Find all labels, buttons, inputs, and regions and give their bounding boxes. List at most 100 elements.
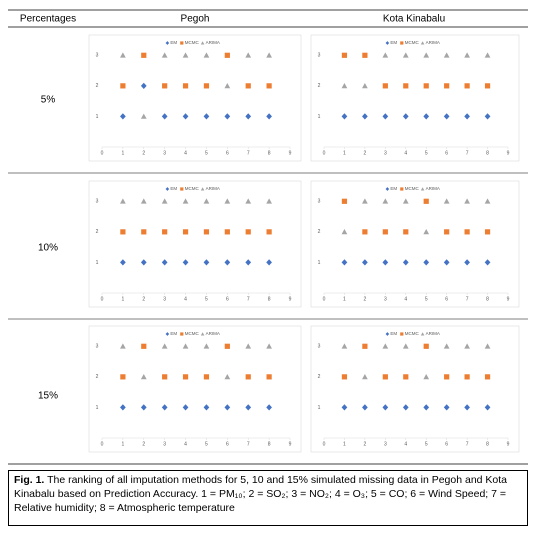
legend-label: MCMC xyxy=(405,331,420,336)
y-tick-label: 2 xyxy=(96,83,99,89)
x-tick-label: 0 xyxy=(101,441,104,447)
data-point xyxy=(266,229,272,235)
column-header: Kota Kinabalu xyxy=(383,14,445,25)
x-tick-label: 7 xyxy=(466,150,469,156)
data-point xyxy=(464,259,470,266)
data-point xyxy=(484,198,491,204)
data-point xyxy=(120,259,126,266)
data-point xyxy=(182,113,189,120)
data-point xyxy=(443,259,450,266)
column-header: Pegoh xyxy=(181,14,210,25)
x-tick-label: 0 xyxy=(323,150,326,156)
x-tick-label: 6 xyxy=(445,441,448,447)
data-point xyxy=(403,83,409,89)
data-point xyxy=(464,404,470,411)
legend-label: ARIMA xyxy=(206,40,220,45)
x-tick-label: 2 xyxy=(363,296,366,302)
y-tick-label: 2 xyxy=(96,229,99,235)
y-tick-label: 1 xyxy=(318,405,321,411)
data-point xyxy=(444,229,450,235)
legend-label: MCMC xyxy=(405,186,420,191)
legend-label: ARIMA xyxy=(426,40,440,45)
x-tick-label: 4 xyxy=(404,150,407,156)
x-tick-label: 4 xyxy=(184,150,187,156)
x-tick-label: 4 xyxy=(404,296,407,302)
data-point xyxy=(402,343,409,349)
data-point xyxy=(161,52,168,58)
legend-label: ARIMA xyxy=(426,331,440,336)
data-point xyxy=(203,83,210,89)
x-tick-label: 5 xyxy=(425,296,428,302)
x-tick-label: 7 xyxy=(247,296,250,302)
x-tick-label: 3 xyxy=(384,296,387,302)
x-tick-label: 8 xyxy=(486,150,489,156)
x-tick-label: 3 xyxy=(163,150,166,156)
data-point xyxy=(402,52,409,58)
data-point xyxy=(464,229,470,235)
row-label: 15% xyxy=(38,391,58,402)
data-point xyxy=(382,52,389,58)
data-point xyxy=(266,83,272,89)
data-point xyxy=(203,113,210,120)
column-header: Percentages xyxy=(20,14,76,25)
data-point xyxy=(224,229,230,235)
x-tick-label: 3 xyxy=(163,441,166,447)
legend-marker xyxy=(200,187,205,191)
legend-marker xyxy=(200,332,205,336)
data-point xyxy=(224,404,231,411)
data-point xyxy=(203,52,210,58)
data-point xyxy=(402,259,409,266)
data-point xyxy=(245,52,252,58)
data-point xyxy=(362,198,368,204)
x-tick-label: 8 xyxy=(268,296,271,302)
legend-label: MCMC xyxy=(185,40,200,45)
legend-label: MCMC xyxy=(185,331,200,336)
data-point xyxy=(140,198,147,204)
data-point xyxy=(341,228,348,235)
legend-marker xyxy=(165,332,170,336)
x-tick-label: 0 xyxy=(101,150,104,156)
x-tick-label: 5 xyxy=(425,441,428,447)
data-point xyxy=(362,52,368,58)
x-tick-label: 8 xyxy=(486,296,489,302)
data-point xyxy=(382,259,389,266)
data-point xyxy=(182,343,189,349)
data-point xyxy=(182,374,189,380)
data-point xyxy=(362,343,368,349)
x-tick-label: 2 xyxy=(363,150,366,156)
legend-marker xyxy=(180,41,184,45)
legend-marker xyxy=(400,187,404,191)
data-point xyxy=(162,229,168,235)
data-point xyxy=(423,373,430,380)
data-point xyxy=(203,259,210,266)
data-point xyxy=(120,113,126,120)
x-tick-label: 6 xyxy=(226,150,229,156)
data-point xyxy=(245,343,252,349)
x-tick-label: 9 xyxy=(289,441,292,447)
data-point xyxy=(140,113,147,119)
data-point xyxy=(362,259,368,266)
data-point xyxy=(362,113,368,120)
data-point xyxy=(341,343,348,349)
data-point xyxy=(182,83,189,89)
data-point xyxy=(402,198,409,204)
data-point xyxy=(382,198,389,204)
data-point xyxy=(182,404,189,411)
y-tick-label: 2 xyxy=(318,374,321,380)
x-tick-label: 7 xyxy=(247,441,250,447)
y-tick-label: 3 xyxy=(96,53,99,59)
data-point xyxy=(382,374,388,380)
x-tick-label: 1 xyxy=(121,150,124,156)
data-point xyxy=(120,343,126,349)
data-point xyxy=(120,83,126,89)
x-tick-label: 0 xyxy=(101,296,104,302)
data-point xyxy=(266,374,272,380)
legend-marker xyxy=(420,332,425,336)
data-point xyxy=(224,113,231,120)
data-point xyxy=(120,198,126,204)
legend-label: MCMC xyxy=(405,40,420,45)
data-point xyxy=(245,374,251,380)
data-point xyxy=(120,52,126,58)
x-tick-label: 2 xyxy=(142,441,145,447)
caption: Fig. 1. The ranking of all imputation me… xyxy=(8,470,528,526)
